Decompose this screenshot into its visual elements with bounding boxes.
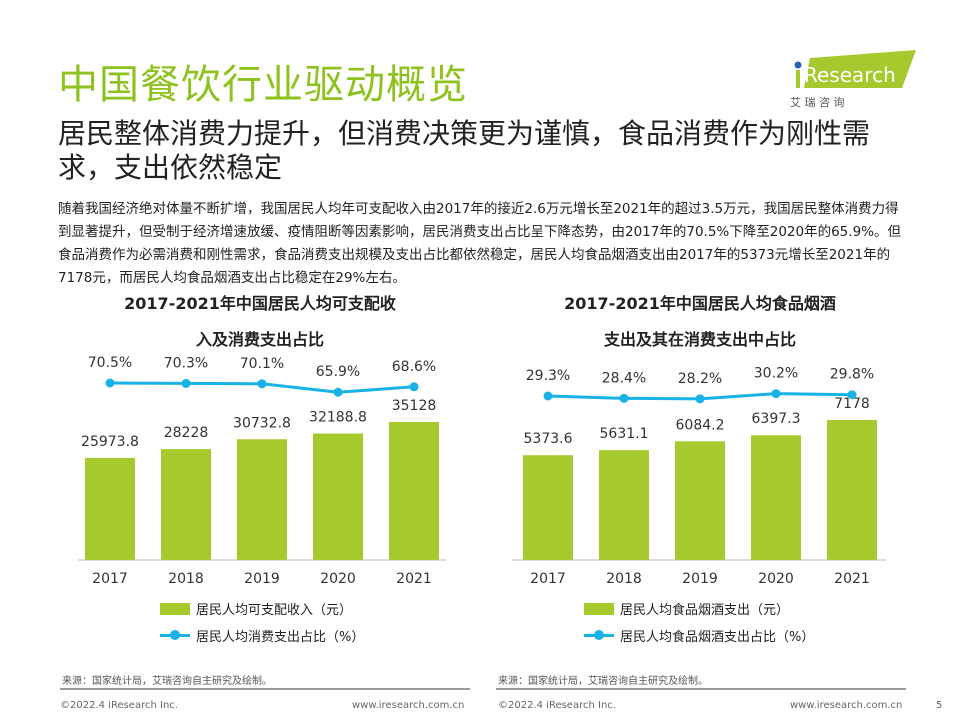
line-value-label: 70.3% <box>164 355 208 371</box>
line-point <box>771 389 781 399</box>
bar-value-label: 5631.1 <box>600 426 649 442</box>
legend-label: 居民人均食品烟酒支出（元） <box>620 603 790 618</box>
x-tick-label: 2017 <box>530 571 566 587</box>
x-tick-label: 2019 <box>244 571 280 587</box>
page-number: 5 <box>936 700 943 711</box>
bar-value-label: 6397.3 <box>752 411 801 427</box>
chart-1-title-line: 2017-2021年中国居民人均可支配收 <box>124 294 396 313</box>
copyright: ©2022.4 iResearch Inc. <box>498 700 616 711</box>
chart-1-title-line: 入及消费支出占比 <box>195 330 324 349</box>
intro-paragraph: 随着我国经济绝对体量不断扩增，我国居民人均年可支配收入由2017年的接近2.6万… <box>58 201 901 286</box>
page-subtitle: 居民整体消费力提升，但消费决策更为谨慎，食品消费作为刚性需求，支出依然稳定 <box>58 117 871 184</box>
svg-text:Research: Research <box>804 63 896 87</box>
line-point <box>333 387 343 397</box>
legend-line-2: 居民人均食品烟酒支出占比（%） <box>584 626 814 645</box>
legend-label: 居民人均食品烟酒支出占比（%） <box>620 630 815 645</box>
legend-label: 居民人均可支配收入（元） <box>196 603 353 618</box>
line-point <box>847 390 857 400</box>
line-point <box>695 394 705 404</box>
logo-cn: 艾 瑞 咨 询 <box>790 95 845 109</box>
line-value-label: 70.1% <box>240 356 284 372</box>
footer-divider <box>60 688 470 690</box>
bar-value-label: 28228 <box>164 425 209 441</box>
bar-value-label: 6084.2 <box>676 417 725 433</box>
bar <box>237 439 287 560</box>
source-note-1: 来源：国家统计局，艾瑞咨询自主研究及绘制。 <box>62 676 272 687</box>
line-point <box>543 391 553 401</box>
bar-value-label: 30732.8 <box>233 415 291 431</box>
line-value-label: 29.3% <box>526 368 570 384</box>
logo-mark: Research 艾 瑞 咨 询 <box>790 50 916 109</box>
copyright: ©2022.4 iResearch Inc. <box>60 700 178 711</box>
line-point <box>619 393 629 403</box>
legend-bar-1: 居民人均可支配收入（元） <box>160 599 352 618</box>
x-tick-label: 2020 <box>758 571 794 587</box>
bar-value-label: 35128 <box>392 398 437 414</box>
x-tick-label: 2019 <box>682 571 718 587</box>
line-value-label: 68.6% <box>392 359 436 375</box>
line-value-label: 29.8% <box>830 367 874 383</box>
website-link[interactable]: www.iresearch.com.cn <box>352 700 465 711</box>
legend-swatch-bar <box>160 602 190 615</box>
bar <box>675 441 725 560</box>
legend-swatch-line <box>584 630 614 640</box>
x-tick-label: 2018 <box>168 571 204 587</box>
line-value-label: 65.9% <box>316 364 360 380</box>
bar-value-label: 25973.8 <box>81 434 139 450</box>
source-note-2: 来源：国家统计局，艾瑞咨询自主研究及绘制。 <box>498 676 708 687</box>
legend-label: 居民人均消费支出占比（%） <box>196 630 365 645</box>
bar-value-label: 32188.8 <box>309 410 367 426</box>
x-tick-label: 2021 <box>834 571 870 587</box>
bar-value-label: 7178 <box>834 396 870 412</box>
iresearch-logo: Research 艾 瑞 咨 询 <box>790 50 920 110</box>
bar <box>85 457 135 560</box>
x-tick-label: 2018 <box>606 571 642 587</box>
bar <box>751 435 801 560</box>
website-link[interactable]: www.iresearch.com.cn <box>790 700 903 711</box>
line-value-label: 28.2% <box>678 371 722 387</box>
legend-line-1: 居民人均消费支出占比（%） <box>160 626 364 645</box>
bar <box>523 455 573 560</box>
chart-2-title-line: 支出及其在消费支出中占比 <box>603 330 796 349</box>
chart-1-title: 2017-2021年中国居民人均可支配收 入及消费支出占比 <box>70 286 450 358</box>
bar <box>827 420 877 560</box>
bar <box>599 450 649 560</box>
legend-bar-2: 居民人均食品烟酒支出（元） <box>584 599 789 618</box>
chart-2-title: 2017-2021年中国居民人均食品烟酒 支出及其在消费支出中占比 <box>510 286 890 358</box>
page-title: 中国餐饮行业驱动概览 <box>58 62 468 108</box>
chart-2-title-line: 2017-2021年中国居民人均食品烟酒 <box>564 294 836 313</box>
bar <box>313 433 363 560</box>
line-point <box>409 382 419 392</box>
footer-divider <box>496 688 906 690</box>
line-point <box>105 378 115 388</box>
line-point <box>257 379 267 389</box>
line-value-label: 70.5% <box>88 355 132 371</box>
line-value-label: 28.4% <box>602 370 646 386</box>
bar <box>389 422 439 560</box>
bar-value-label: 5373.6 <box>524 431 573 447</box>
legend-swatch-line <box>160 630 190 640</box>
line-value-label: 30.2% <box>754 366 798 382</box>
x-tick-label: 2017 <box>92 571 128 587</box>
bar <box>161 449 211 560</box>
x-tick-label: 2020 <box>320 571 356 587</box>
x-tick-label: 2021 <box>396 571 432 587</box>
line-point <box>181 378 191 388</box>
legend-swatch-bar <box>584 602 614 615</box>
